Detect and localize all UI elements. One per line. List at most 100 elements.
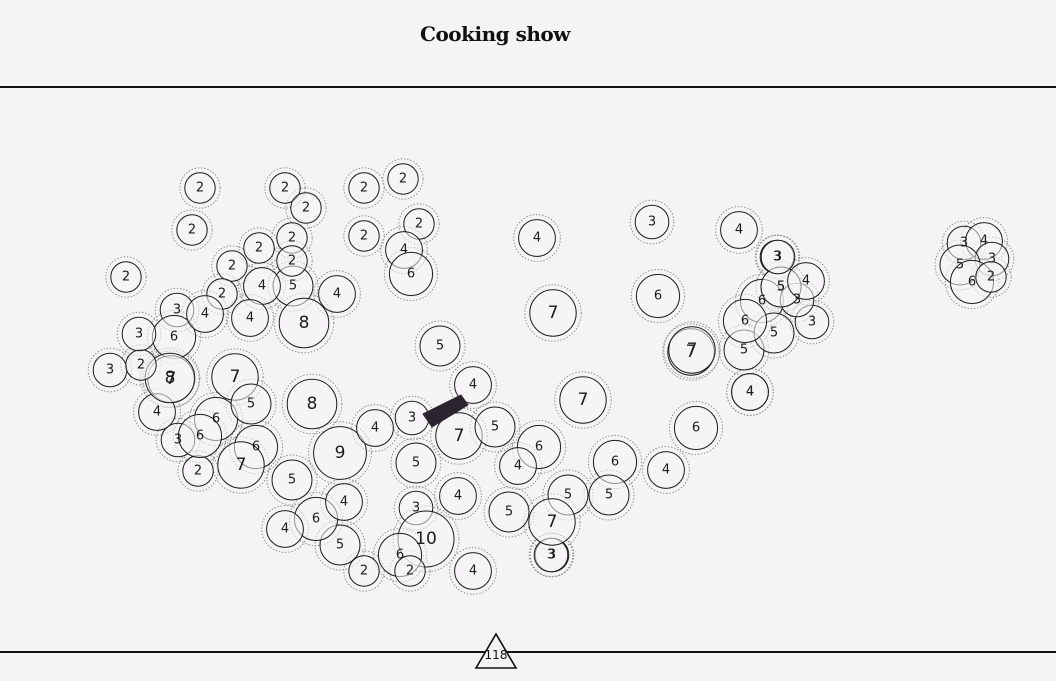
node-label: 3 <box>960 236 968 251</box>
node-halo <box>629 199 675 245</box>
node-halo <box>285 187 327 229</box>
graph-node[interactable] <box>588 474 630 516</box>
graph-node[interactable] <box>176 214 208 246</box>
graph-node[interactable] <box>419 325 461 367</box>
graph-node[interactable] <box>217 441 265 489</box>
node-label: 5 <box>956 258 964 273</box>
graph-node[interactable] <box>394 555 426 587</box>
graph-node[interactable] <box>634 204 670 240</box>
graph-node[interactable] <box>184 172 216 204</box>
node-label: 4 <box>735 223 743 238</box>
graph-node[interactable] <box>348 172 380 204</box>
node-halo <box>181 290 229 338</box>
graph-node[interactable] <box>760 239 796 275</box>
graph-node[interactable] <box>454 366 492 404</box>
graph-node[interactable] <box>278 297 330 349</box>
node-label: 4 <box>258 279 266 294</box>
graph-node[interactable] <box>474 406 516 448</box>
node-halo <box>273 292 335 354</box>
graph-node[interactable] <box>230 383 272 425</box>
graph-node[interactable] <box>387 163 419 195</box>
node-label: 3 <box>408 411 416 426</box>
node-label: 5 <box>740 343 748 358</box>
node-halo <box>970 256 1012 298</box>
graph-node[interactable] <box>488 491 530 533</box>
node-halo <box>642 446 690 494</box>
node-label: 6 <box>252 440 260 455</box>
node-label: 4 <box>454 489 462 504</box>
node-label: 3 <box>173 303 181 318</box>
node-label: 6 <box>968 275 976 290</box>
graph-node[interactable] <box>318 275 356 313</box>
graph-node[interactable] <box>499 447 537 485</box>
node-halo <box>238 227 280 269</box>
graph-node[interactable] <box>325 483 363 521</box>
node-halo <box>271 217 313 259</box>
node-label: 6 <box>196 429 204 444</box>
graph-node[interactable] <box>673 405 719 451</box>
node-halo <box>211 245 253 287</box>
graph-node[interactable] <box>647 451 685 489</box>
graph-node[interactable] <box>559 376 607 424</box>
node-label: 4 <box>281 522 289 537</box>
graph-node[interactable] <box>216 250 248 282</box>
graph-node[interactable] <box>266 510 304 548</box>
node-label: 5 <box>777 280 785 295</box>
node-halo <box>314 519 366 571</box>
node-label: 4 <box>246 311 254 326</box>
node-label: 2 <box>137 358 145 373</box>
node-label: 3 <box>774 250 782 265</box>
graph-node[interactable] <box>286 378 338 430</box>
graph-node[interactable] <box>231 299 269 337</box>
node-label: 6 <box>312 512 320 527</box>
graph-node[interactable] <box>276 245 308 277</box>
graph-node[interactable] <box>395 442 437 484</box>
node-halo <box>523 493 581 551</box>
graph-node[interactable] <box>720 211 758 249</box>
node-label: 7 <box>230 367 241 387</box>
graph-node[interactable] <box>529 289 577 337</box>
node-label: 2 <box>228 259 236 274</box>
graph-node[interactable] <box>186 295 224 333</box>
node-label: 4 <box>514 459 522 474</box>
node-label: 7 <box>687 340 698 360</box>
node-label: 7 <box>166 369 177 389</box>
graph-node[interactable] <box>787 262 825 300</box>
graph-node[interactable] <box>121 316 157 352</box>
graph-node[interactable] <box>388 251 434 297</box>
graph-node[interactable] <box>313 426 367 480</box>
graph-node[interactable] <box>439 477 477 515</box>
graph-node[interactable] <box>975 261 1007 293</box>
graph-node[interactable] <box>110 261 142 293</box>
graph-node[interactable] <box>356 409 394 447</box>
graph-node[interactable] <box>243 232 275 264</box>
graph-node[interactable] <box>177 413 223 459</box>
node-label: 10 <box>415 529 437 549</box>
graph-node[interactable] <box>269 172 301 204</box>
node-label: 8 <box>307 394 318 414</box>
graph-node[interactable] <box>348 220 380 252</box>
graph-node[interactable] <box>290 192 322 224</box>
node-label: 6 <box>654 289 662 304</box>
node-label: 6 <box>611 455 619 470</box>
node-halo <box>524 284 582 342</box>
graph-node[interactable] <box>271 459 313 501</box>
graph-node[interactable] <box>722 298 768 344</box>
node-halo <box>390 437 442 489</box>
graph-node[interactable] <box>454 552 492 590</box>
graph-node[interactable] <box>348 555 380 587</box>
node-halo <box>528 532 574 578</box>
graph-node[interactable] <box>668 326 716 374</box>
graph-node[interactable] <box>528 498 576 546</box>
graph-node[interactable] <box>731 373 769 411</box>
node-label: 5 <box>247 397 255 412</box>
graph-node[interactable] <box>518 219 556 257</box>
node-halo <box>554 371 612 429</box>
graph-node[interactable] <box>635 273 681 319</box>
node-halo <box>398 203 440 245</box>
node-label: 2 <box>399 172 407 187</box>
node-label: 8 <box>165 368 176 388</box>
node-label: 4 <box>746 385 754 400</box>
node-label: 2 <box>218 287 226 302</box>
